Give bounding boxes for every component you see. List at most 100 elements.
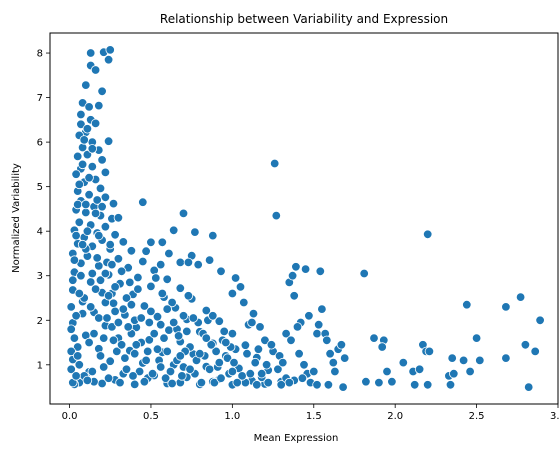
data-point [190,227,200,237]
data-point [515,292,526,302]
data-point [245,369,256,379]
data-point [167,297,177,308]
data-point [235,282,246,292]
data-point [449,369,459,379]
data-point [89,328,99,339]
data-point [108,335,119,346]
data-point [414,364,425,375]
data-point [263,377,273,388]
data-point [359,268,369,279]
data-point [292,322,303,332]
data-point [85,302,96,312]
data-point [230,273,241,283]
x-tick-label: 0.0 [62,411,78,422]
data-point [410,380,420,390]
plot-frame [49,32,559,405]
data-point [227,366,238,377]
data-point [162,274,172,285]
data-point [162,304,172,314]
data-point [271,210,282,221]
data-point [103,136,114,146]
data-point [72,199,83,210]
data-point [81,199,91,210]
data-point [131,340,142,350]
data-point [183,257,194,268]
data-point [312,380,322,390]
y-tick-label: 5 [37,182,43,193]
data-point [520,340,531,350]
data-point [66,364,76,375]
data-point [221,337,231,348]
data-point [266,340,277,350]
data-point [90,65,101,75]
data-point [299,360,309,370]
data-point [110,230,120,240]
data-point [155,362,166,372]
data-point [325,349,335,359]
data-point [216,266,226,277]
data-point [123,322,133,332]
data-point [336,340,347,350]
x-tick-label: 1.0 [224,411,240,422]
x-tick-label: 0.5 [143,411,159,422]
data-point [112,346,122,357]
data-point [129,379,140,390]
y-tick-label: 1 [37,360,43,371]
data-point [328,357,339,368]
data-point [196,377,207,388]
data-point [74,217,85,228]
data-point [398,357,409,368]
data-point [304,311,314,321]
y-tick-label: 4 [37,227,43,238]
data-point [159,333,169,343]
data-point [118,304,129,314]
data-point [103,291,114,301]
data-point [377,342,387,352]
data-point [116,340,127,350]
data-point [168,317,179,328]
data-point [382,366,392,377]
data-point [87,161,98,172]
y-tick-label: 6 [37,138,43,149]
data-point [100,221,111,232]
data-point [87,144,98,154]
data-point [204,364,215,375]
data-point [289,291,299,301]
data-point [87,268,98,279]
data-point [253,344,264,354]
data-point [92,253,102,263]
data-point [175,257,186,268]
data-point [133,284,143,294]
y-axis-title: Normalized Variability [11,163,22,273]
data-point [95,275,106,285]
data-point [501,353,511,363]
data-point [136,313,146,323]
data-point [152,344,163,354]
data-point [287,271,298,281]
data-point [126,300,137,310]
data-point [300,264,311,274]
data-point [232,377,242,388]
data-point [162,346,172,357]
data-point [98,333,109,343]
data-point [149,328,159,339]
data-point [475,355,485,366]
data-point [447,353,457,363]
y-axis: 1 2 3 4 5 6 7 8 [37,49,50,371]
data-point [201,305,212,316]
data-point [100,167,111,178]
data-point [71,311,81,321]
data-point [211,346,221,357]
data-point [76,109,86,120]
data-point [94,100,104,111]
data-point [146,237,156,248]
data-point [74,288,85,299]
data-point [286,335,296,346]
data-point [201,333,212,343]
data-point [465,366,475,377]
data-point [185,364,195,375]
data-point [524,382,534,392]
data-point [77,239,88,250]
data-point [74,179,85,190]
data-point [214,316,225,326]
